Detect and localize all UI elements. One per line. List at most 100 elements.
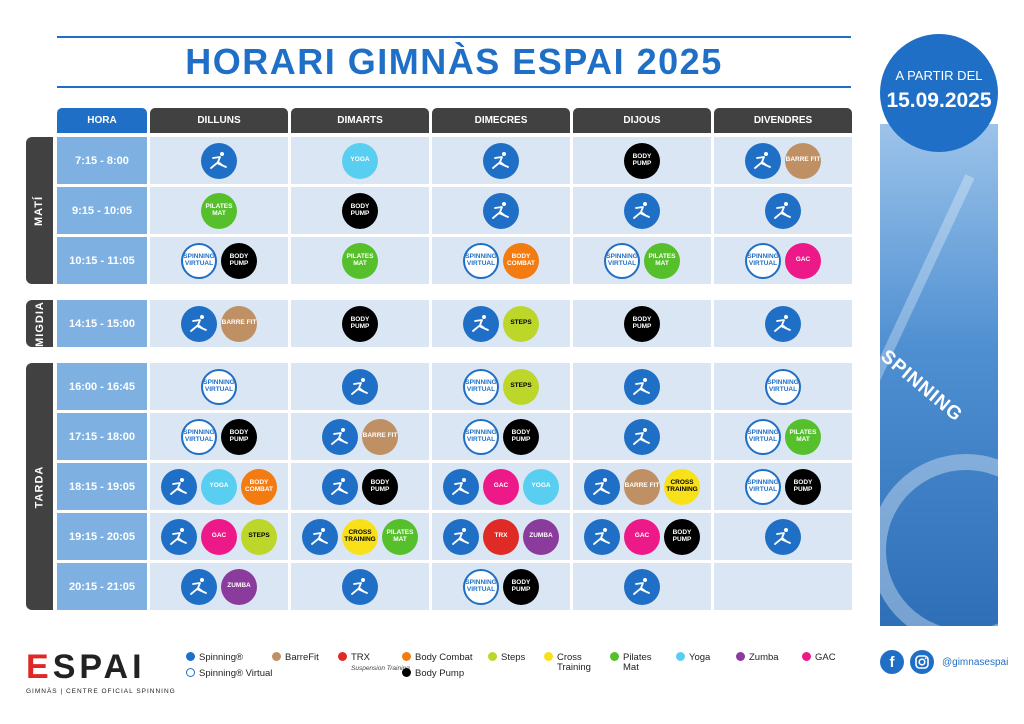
legend-label: Zumba (749, 652, 779, 663)
spinning-icon (765, 518, 801, 555)
schedule-cell: GAC STEPS (150, 513, 288, 560)
schedule-cell: BARRE FIT (150, 300, 288, 347)
class-gac-badge: GAC (201, 518, 237, 555)
spinning-photo: SPINNING (880, 124, 998, 626)
schedule-cell (714, 300, 852, 347)
spinning-icon (624, 418, 660, 455)
legend-label: GAC (815, 652, 836, 663)
schedule-cell (150, 137, 288, 184)
class-yoga-badge: YOGA (201, 468, 237, 505)
class-pilates-badge: PILATES MAT (342, 242, 378, 279)
logo-letter-e: E (26, 648, 53, 686)
legend-dot (802, 652, 811, 661)
class-pilates-badge: PILATES MAT (785, 418, 821, 455)
section-name: TARDA (33, 465, 46, 508)
legend-dot (402, 652, 411, 661)
legend-item-cross: Cross Training (544, 652, 591, 673)
legend-label: Cross (557, 652, 582, 663)
legend-item-virtual: Spinning® Virtual (186, 668, 272, 679)
schedule-cell: TRX ZUMBA (432, 513, 570, 560)
class-trx-badge: TRX (483, 518, 519, 555)
class-virtual-badge: SPINNING VIRTUAL (745, 468, 781, 505)
legend-dot (736, 652, 745, 661)
class-virtual-badge: SPINNING VIRTUAL (181, 418, 217, 455)
schedule-cell (714, 513, 852, 560)
legend-item-body-combat: Body Combat (402, 652, 473, 663)
legend-dot (544, 652, 553, 661)
instagram-icon[interactable] (910, 650, 934, 674)
schedule-cell: BARRE FIT CROSS TRAINING (573, 463, 711, 510)
facebook-icon[interactable]: f (880, 650, 904, 674)
legend-label: Yoga (689, 652, 711, 663)
class-pilates-badge: PILATES MAT (201, 192, 237, 229)
time-slot: 14:15 - 15:00 (57, 300, 147, 347)
legend-dot (338, 652, 347, 661)
time-slot: 16:00 - 16:45 (57, 363, 147, 410)
class-body-pump-badge: BODY PUMP (362, 468, 398, 505)
schedule-cell: YOGA BODY COMBAT (150, 463, 288, 510)
section-label: TARDA (26, 363, 53, 610)
spinning-icon (201, 142, 237, 179)
class-body-pump-badge: BODY PUMP (624, 142, 660, 179)
schedule-cell: SPINNING VIRTUAL BODY COMBAT (432, 237, 570, 284)
legend-item-spinning: Spinning® (186, 652, 243, 663)
spinning-icon (342, 568, 378, 605)
class-body-pump-badge: BODY PUMP (221, 242, 257, 279)
logo-subtitle: GIMNÀS | CENTRE OFICIAL SPINNING (26, 688, 176, 695)
schedule-cell: PILATES MAT (291, 237, 429, 284)
class-pilates-badge: PILATES MAT (382, 518, 418, 555)
legend-item-steps: Steps (488, 652, 525, 663)
schedule-cell: SPINNING VIRTUAL GAC (714, 237, 852, 284)
schedule-cell: YOGA (291, 137, 429, 184)
start-date-label: A PARTIR DEL (895, 68, 983, 83)
schedule-cell: GAC BODY PUMP (573, 513, 711, 560)
legend-dot (272, 652, 281, 661)
schedule-cell: PILATES MAT (150, 187, 288, 234)
legend-label: Steps (501, 652, 526, 663)
header-day: DILLUNS (150, 108, 288, 133)
schedule-cell: STEPS (432, 300, 570, 347)
schedule-cell: ZUMBA (150, 563, 288, 610)
schedule-cell: SPINNING VIRTUAL PILATES MAT (573, 237, 711, 284)
spinning-icon (181, 305, 217, 342)
legend-label: Spinning® Virtual (199, 668, 273, 679)
legend-dot (186, 668, 195, 677)
time-slot: 10:15 - 11:05 (57, 237, 147, 284)
legend-label: BarreFit (285, 652, 319, 663)
class-body-pump-badge: BODY PUMP (342, 192, 378, 229)
schedule-cell (573, 363, 711, 410)
header-day: DIMARTS (291, 108, 429, 133)
spinning-icon (161, 468, 197, 505)
class-virtual-badge: SPINNING VIRTUAL (745, 418, 781, 455)
time-slot: 9:15 - 10:05 (57, 187, 147, 234)
class-virtual-badge: SPINNING VIRTUAL (463, 568, 499, 605)
schedule-cell: SPINNING VIRTUAL PILATES MAT (714, 413, 852, 460)
schedule-cell (291, 363, 429, 410)
schedule-cell: SPINNING VIRTUAL STEPS (432, 363, 570, 410)
spinning-icon (745, 142, 781, 179)
photo-spinning-text: SPINNING (880, 346, 967, 427)
schedule-cell: SPINNING VIRTUAL BODY PUMP (150, 237, 288, 284)
header-day: DIVENDRES (714, 108, 852, 133)
logo-name: ESPAI (26, 648, 146, 686)
class-virtual-badge: SPINNING VIRTUAL (604, 242, 640, 279)
legend-item-trx: TRX Suspension Training (338, 652, 410, 673)
schedule-cell (432, 137, 570, 184)
schedule-cell: SPINNING VIRTUAL BODY PUMP (432, 413, 570, 460)
schedule-cell: SPINNING VIRTUAL (150, 363, 288, 410)
class-body-pump-badge: BODY PUMP (624, 305, 660, 342)
spinning-icon (463, 305, 499, 342)
spinning-icon (443, 468, 479, 505)
spinning-icon (584, 468, 620, 505)
instagram-handle[interactable]: @gimnasespai (942, 656, 1009, 668)
schedule-cell: SPINNING VIRTUAL BODY PUMP (432, 563, 570, 610)
schedule-cell: BODY PUMP (573, 137, 711, 184)
class-pilates-badge: PILATES MAT (644, 242, 680, 279)
class-body-pump-badge: BODY PUMP (503, 418, 539, 455)
time-slot: 7:15 - 8:00 (57, 137, 147, 184)
start-date-badge: A PARTIR DEL 15.09.2025 (880, 34, 998, 152)
legend-dot (402, 668, 411, 677)
class-body-pump-badge: BODY PUMP (342, 305, 378, 342)
schedule-cell: BARRE FIT (291, 413, 429, 460)
spinning-icon (624, 368, 660, 405)
